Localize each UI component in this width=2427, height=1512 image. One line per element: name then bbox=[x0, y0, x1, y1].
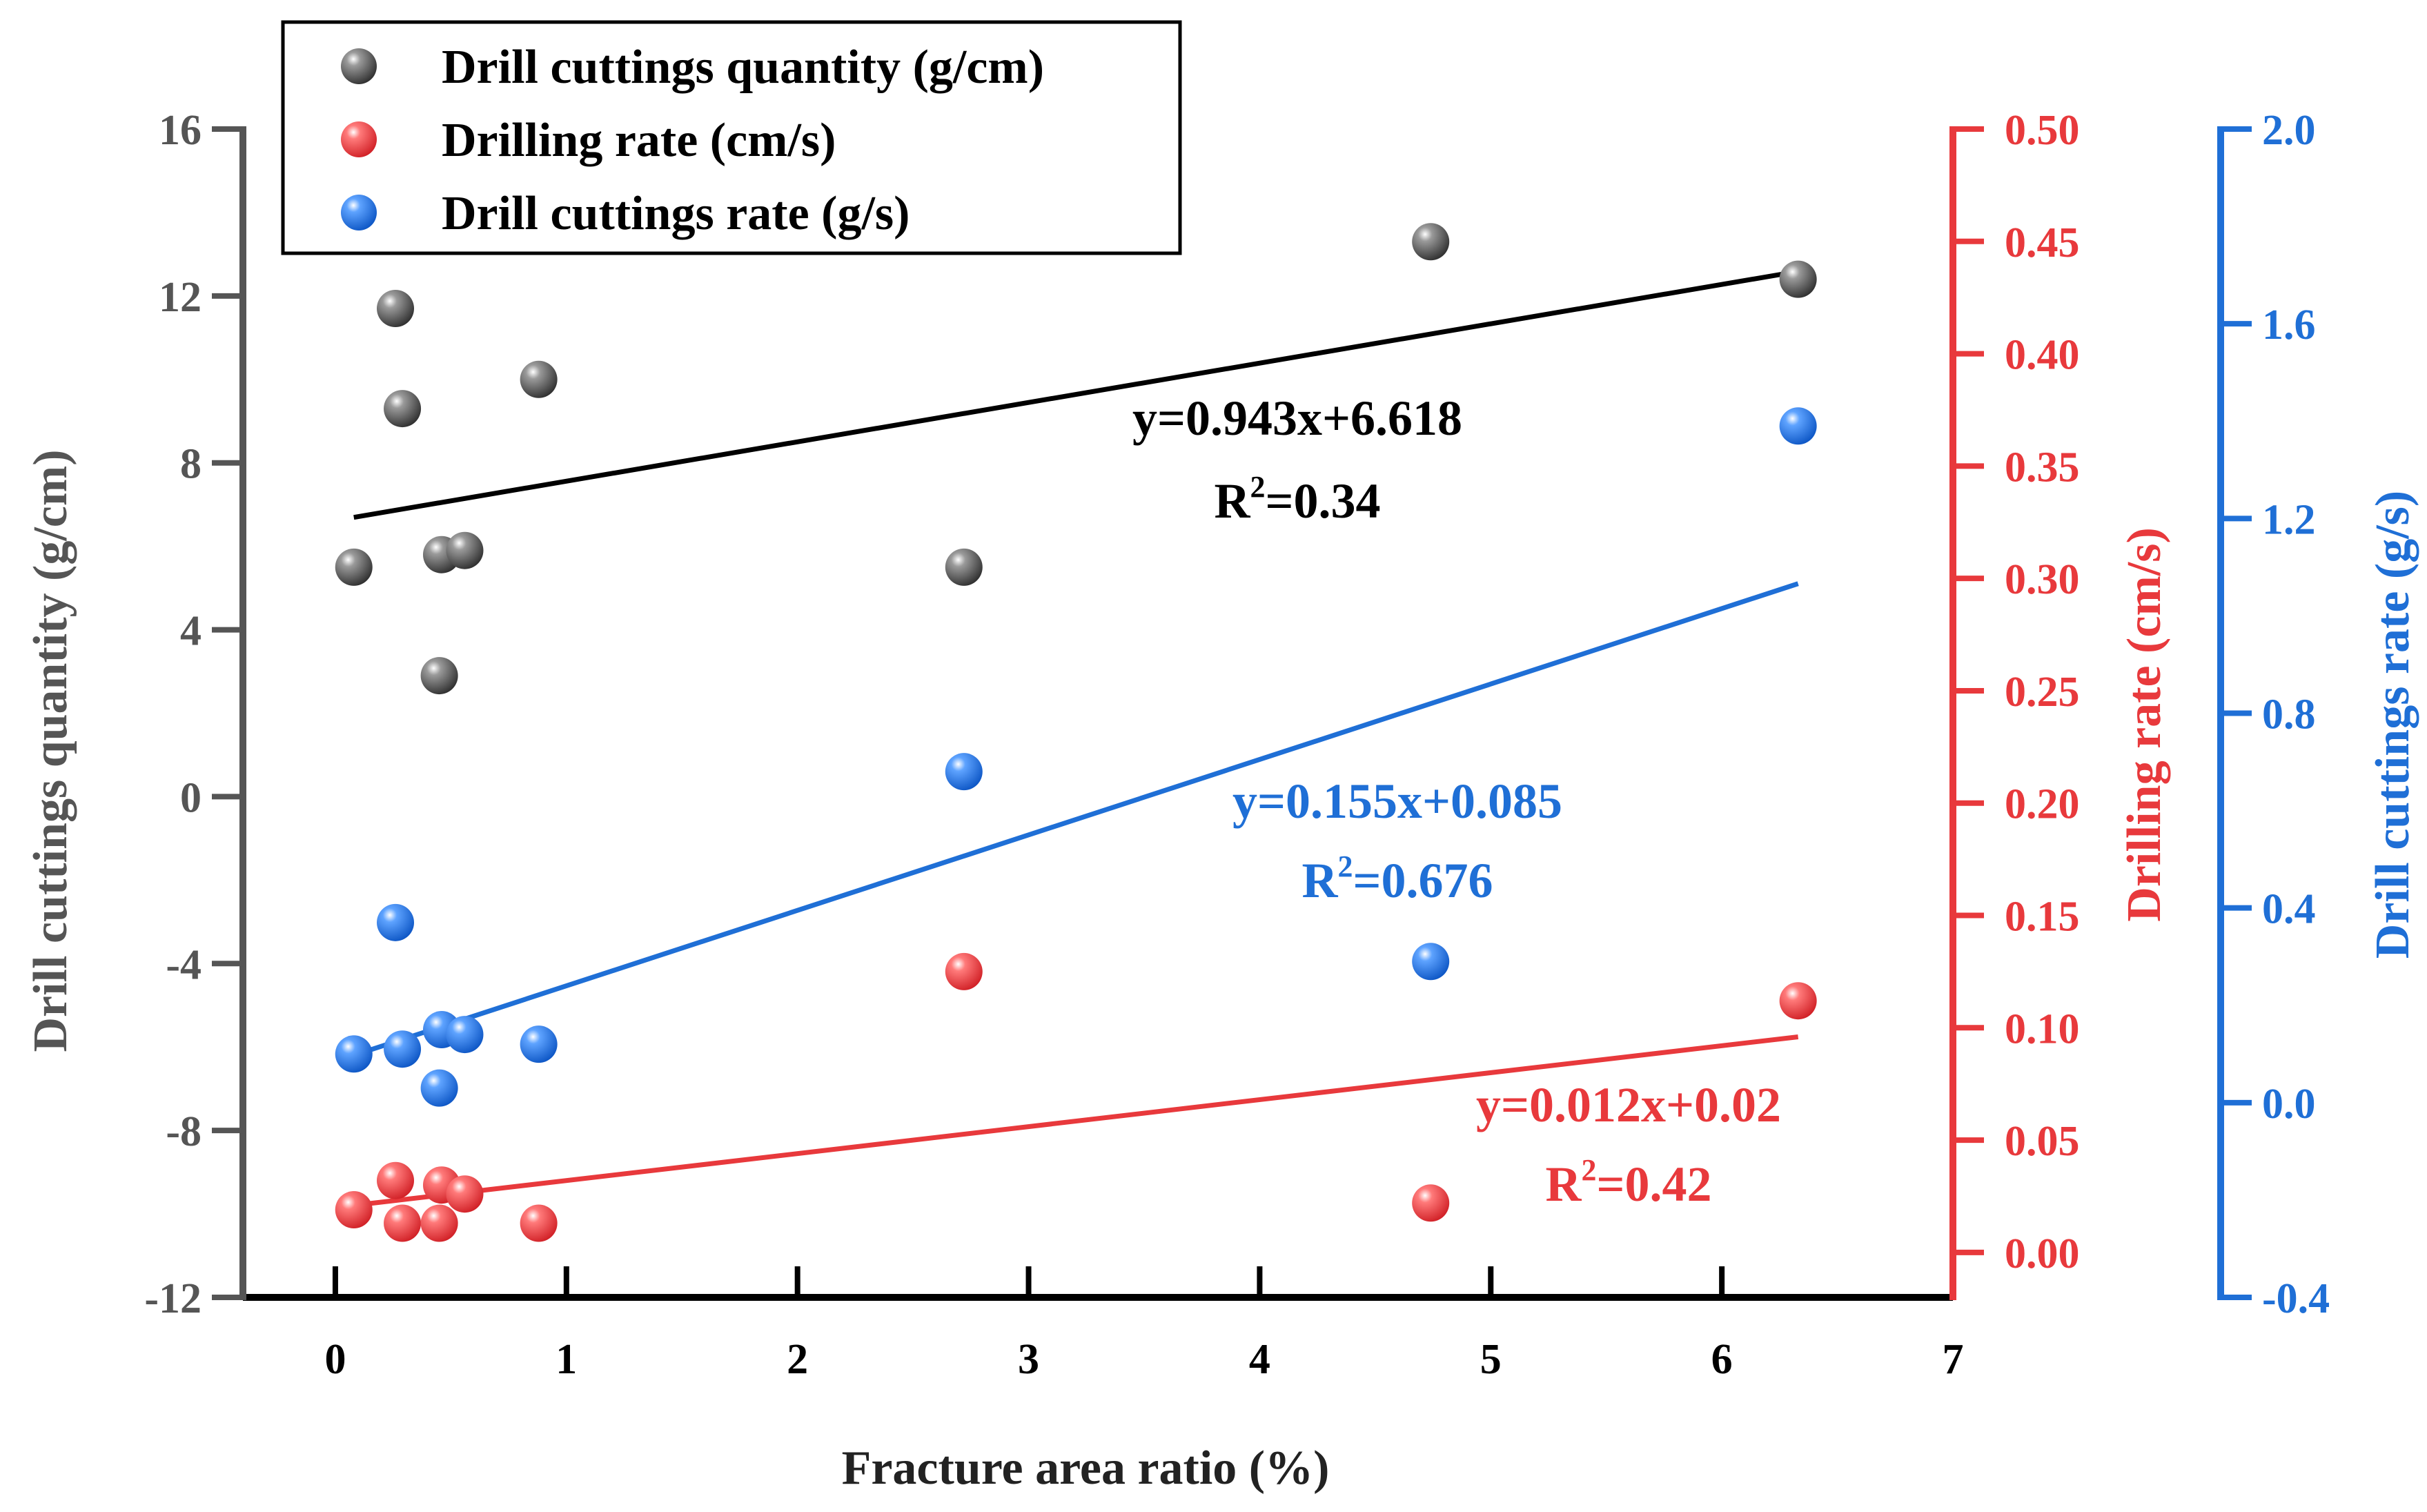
left-tick-label-6: 12 bbox=[159, 274, 202, 321]
right1-tick-label-7: 0.35 bbox=[2005, 444, 2080, 491]
r2-drilling-rate-prefix: R bbox=[1545, 1157, 1582, 1212]
point-series-2-6 bbox=[520, 1025, 558, 1063]
point-series-0-8 bbox=[1412, 223, 1450, 261]
point-series-1-6 bbox=[520, 1204, 558, 1242]
right2-tick-label-0: -0.4 bbox=[2262, 1275, 2330, 1322]
right1-axis-title: Drilling rate (cm/s) bbox=[2118, 527, 2171, 921]
fit-line-series-2 bbox=[353, 581, 1799, 1058]
left-tick-label-2: -4 bbox=[166, 941, 202, 988]
right2-tick-label-6: 2.0 bbox=[2262, 107, 2316, 154]
point-series-0-5 bbox=[446, 531, 484, 569]
r2-cuttings-rate-text: R2=0.676 bbox=[1301, 850, 1493, 908]
equation-drilling-rate: y=0.012x+0.02 R2=0.42 bbox=[1476, 1077, 1781, 1212]
left-tick-label-0: -12 bbox=[144, 1275, 202, 1322]
legend-label-drilling-rate: Drilling rate (cm/s) bbox=[442, 114, 836, 167]
r2-quantity-prefix: R bbox=[1214, 473, 1250, 529]
x-tick-label-2: 2 bbox=[787, 1336, 808, 1383]
point-series-2-0 bbox=[335, 1035, 373, 1073]
left-tick-label-3: 0 bbox=[180, 774, 202, 821]
point-series-1-8 bbox=[1412, 1184, 1450, 1222]
right1-tick-label-1: 0.05 bbox=[2005, 1118, 2080, 1165]
point-series-2-7 bbox=[945, 753, 983, 791]
point-series-0-6 bbox=[520, 360, 558, 398]
point-series-1-7 bbox=[945, 952, 983, 990]
x-tick-label-5: 5 bbox=[1480, 1336, 1502, 1383]
legend-marker-cuttings-rate bbox=[341, 195, 377, 230]
legend-marker-quantity bbox=[341, 48, 377, 84]
right1-tick-label-0: 0.00 bbox=[2005, 1230, 2080, 1277]
point-series-0-0 bbox=[335, 548, 373, 586]
r2-quantity-text: R2=0.34 bbox=[1214, 470, 1380, 529]
point-series-2-2 bbox=[384, 1030, 422, 1068]
right2-tick-label-5: 1.6 bbox=[2262, 302, 2316, 348]
r2-cuttings-rate-value: =0.676 bbox=[1353, 853, 1493, 908]
point-series-2-9 bbox=[1779, 407, 1817, 445]
legend-label-quantity: Drill cuttings quantity (g/cm) bbox=[442, 41, 1044, 94]
equation-cuttings-rate-text: y=0.155x+0.085 bbox=[1232, 774, 1562, 829]
point-series-1-2 bbox=[384, 1204, 422, 1242]
left-tick-label-4: 4 bbox=[180, 608, 202, 655]
r2-cuttings-rate-sup: 2 bbox=[1337, 850, 1353, 883]
point-series-2-5 bbox=[446, 1016, 484, 1054]
point-series-1-3 bbox=[420, 1204, 458, 1242]
r2-quantity-sup: 2 bbox=[1250, 470, 1265, 504]
x-tick-label-6: 6 bbox=[1711, 1336, 1733, 1383]
fit-line-series-1 bbox=[353, 1034, 1799, 1208]
point-series-1-1 bbox=[377, 1161, 415, 1199]
equation-quantity-text: y=0.943x+6.618 bbox=[1132, 391, 1462, 446]
right1-tick-label-10: 0.50 bbox=[2005, 107, 2080, 154]
point-series-0-2 bbox=[384, 390, 422, 428]
right1-tick-label-4: 0.20 bbox=[2005, 781, 2080, 828]
x-tick-label-3: 3 bbox=[1018, 1336, 1039, 1383]
point-series-1-9 bbox=[1779, 982, 1817, 1020]
right2-tick-label-3: 0.8 bbox=[2262, 691, 2316, 738]
right2-tick-label-2: 0.4 bbox=[2262, 886, 2316, 933]
r2-cuttings-rate-prefix: R bbox=[1301, 853, 1338, 908]
x-tick-label-1: 1 bbox=[556, 1336, 577, 1383]
point-series-1-5 bbox=[446, 1175, 484, 1213]
right1-tick-label-2: 0.10 bbox=[2005, 1005, 2080, 1052]
fit-line-series-0 bbox=[353, 268, 1799, 520]
legend: Drill cuttings quantity (g/cm) Drilling … bbox=[281, 20, 1182, 255]
legend-label-cuttings-rate: Drill cuttings rate (g/s) bbox=[442, 187, 910, 240]
left-axis-title: Drill cuttings quantity (g/cm) bbox=[24, 449, 77, 1052]
point-series-0-7 bbox=[945, 548, 983, 586]
r2-drilling-rate-text: R2=0.42 bbox=[1545, 1153, 1711, 1212]
right2-tick-label-1: 0.0 bbox=[2262, 1081, 2316, 1128]
legend-marker-drilling-rate bbox=[341, 121, 377, 157]
point-series-2-3 bbox=[420, 1069, 458, 1107]
x-tick-label-7: 7 bbox=[1943, 1336, 1964, 1383]
left-tick-label-1: -8 bbox=[166, 1108, 202, 1155]
r2-quantity-value: =0.34 bbox=[1265, 473, 1380, 529]
equation-cuttings-rate: y=0.155x+0.085 R2=0.676 bbox=[1232, 774, 1562, 908]
equation-drilling-rate-text: y=0.012x+0.02 bbox=[1476, 1077, 1781, 1132]
right1-tick-label-6: 0.30 bbox=[2005, 556, 2080, 603]
point-series-0-3 bbox=[420, 657, 458, 695]
right1-tick-label-3: 0.15 bbox=[2005, 894, 2080, 941]
right2-axis-title: Drill cuttings rate (g/s) bbox=[2366, 491, 2419, 959]
right1-tick-label-8: 0.40 bbox=[2005, 332, 2080, 379]
x-axis-title: Fracture area ratio (%) bbox=[842, 1442, 1330, 1495]
left-tick-label-7: 16 bbox=[159, 107, 202, 154]
plot-area: 0 1 2 3 4 5 6 7-12-8-404812160.000.050.100.150.… bbox=[144, 107, 2330, 1383]
point-series-1-0 bbox=[335, 1191, 373, 1229]
x-tick-label-4: 4 bbox=[1249, 1336, 1270, 1383]
point-series-2-1 bbox=[377, 903, 415, 941]
left-tick-label-5: 8 bbox=[180, 441, 202, 488]
equation-quantity: y=0.943x+6.618 R2=0.34 bbox=[1132, 391, 1462, 529]
x-tick-label-0: 0 bbox=[324, 1336, 346, 1383]
point-series-0-9 bbox=[1779, 260, 1817, 298]
r2-drilling-rate-sup: 2 bbox=[1581, 1153, 1596, 1187]
right1-tick-label-9: 0.45 bbox=[2005, 219, 2080, 266]
point-series-2-8 bbox=[1412, 943, 1450, 981]
right2-tick-label-4: 1.2 bbox=[2262, 496, 2316, 543]
point-series-0-1 bbox=[377, 289, 415, 327]
r2-drilling-rate-value: =0.42 bbox=[1596, 1157, 1711, 1212]
right1-tick-label-5: 0.25 bbox=[2005, 669, 2080, 716]
legend-box bbox=[281, 20, 1182, 255]
